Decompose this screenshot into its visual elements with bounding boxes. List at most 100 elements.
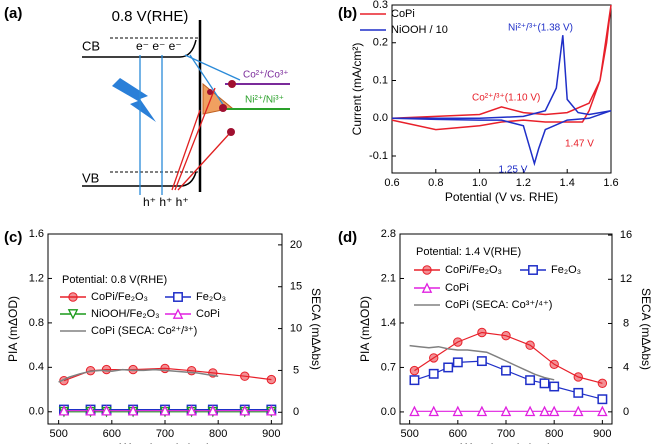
- marker: [409, 365, 420, 376]
- y-tick-label: 0.2: [373, 37, 388, 49]
- y2-tick-label: 4: [623, 362, 629, 374]
- x-tick-label: 700: [497, 428, 515, 440]
- marker: [422, 265, 432, 275]
- x-tick-label: 1.0: [472, 177, 487, 189]
- y2-tick-label: 16: [620, 229, 632, 241]
- series-line: [391, 35, 612, 167]
- x-axis-title: Wavelength (nm): [120, 441, 211, 444]
- y2-tick-label: 10: [290, 322, 302, 334]
- hole-arrows: [171, 87, 231, 191]
- marker: [428, 368, 439, 379]
- marker: [172, 308, 184, 319]
- co-couple: Co²⁺/Co³⁺: [243, 70, 289, 81]
- y2-tick-label: 8: [623, 317, 629, 329]
- marker: [409, 375, 420, 386]
- y2-tick-label: 15: [290, 281, 302, 293]
- y-tick-label: 0.8: [29, 317, 44, 329]
- y-axis-title: Current (mA/cm²): [350, 43, 364, 136]
- annotation: Co²⁺/³⁺(1.10 V): [472, 93, 540, 104]
- marker: [525, 340, 535, 350]
- y2-axis-title: SECA (mΔAbs): [639, 288, 653, 370]
- y-axis-title: PIA (mΔOD): [358, 296, 372, 362]
- marker: [266, 405, 277, 416]
- y-tick-label: 0.0: [29, 406, 44, 418]
- legend-label: CoPi: [391, 8, 415, 20]
- recombination-marks: [207, 80, 236, 136]
- legend-label: CoPi/Fe₂O₃: [91, 291, 148, 303]
- marker: [409, 405, 420, 417]
- panel-label: (b): [338, 5, 357, 22]
- legend-label: CoPi/Fe₂O₃: [445, 264, 502, 276]
- y-tick-label: 0.4: [29, 361, 44, 373]
- marker: [476, 356, 487, 367]
- x-tick-label: 800: [545, 428, 563, 440]
- marker: [101, 405, 112, 416]
- marker: [525, 375, 536, 386]
- annotation: Ni²⁺/³⁺(1.38 V): [508, 23, 573, 34]
- marker: [524, 405, 536, 417]
- x-tick-label: 0.6: [384, 177, 399, 189]
- cb-band: [82, 39, 197, 58]
- electrons: e⁻ e⁻ e⁻: [136, 39, 182, 53]
- y2-tick-label: 20: [290, 239, 302, 251]
- cb-label: CB: [82, 38, 100, 53]
- y-tick-label: 1.4: [381, 317, 396, 329]
- series-line: [58, 368, 219, 383]
- x-tick-label: 1.4: [560, 177, 575, 189]
- x-tick-label: 500: [49, 428, 67, 440]
- marker: [68, 292, 78, 302]
- y-tick-label: 0.1: [373, 74, 388, 86]
- y-tick-label: -0.1: [369, 150, 388, 162]
- y-tick-label: 0.7: [381, 361, 396, 373]
- marker: [159, 405, 171, 416]
- y-axis-title: PIA (mΔOD): [6, 296, 20, 362]
- marker: [501, 365, 511, 376]
- ni-couple: Ni²⁺/Ni³⁺: [245, 95, 284, 106]
- x-tick-label: 900: [262, 428, 280, 440]
- marker: [539, 378, 550, 389]
- marker: [573, 387, 584, 398]
- marker: [573, 372, 583, 382]
- marker: [500, 405, 512, 417]
- panel-label: (c): [4, 229, 22, 246]
- x-axis-title: Potential (V vs. RHE): [445, 190, 558, 204]
- marker: [573, 405, 584, 417]
- vb-label: VB: [82, 170, 99, 185]
- x-axis-title: Wavelength (nm): [461, 441, 552, 444]
- electron-arrows: [139, 54, 241, 195]
- potential-label: 0.8 V(RHE): [112, 8, 189, 25]
- legend-label: CoPi: [196, 308, 220, 320]
- y-tick-label: 1.6: [29, 228, 44, 240]
- x-tick-label: 900: [593, 428, 611, 440]
- holes: h⁺ h⁺ h⁺: [143, 195, 189, 209]
- y2-tick-label: 0: [623, 406, 629, 418]
- annotation: Potential: 1.4 V(RHE): [416, 246, 521, 258]
- marker: [443, 362, 454, 373]
- x-tick-label: 800: [209, 428, 227, 440]
- legend-label: NiOOH / 10: [391, 24, 448, 36]
- marker: [477, 327, 487, 338]
- marker: [549, 359, 559, 369]
- marker: [186, 365, 197, 376]
- y2-axis-title: SECA (mΔAbs): [309, 288, 323, 370]
- y-tick-label: 2.1: [381, 272, 396, 284]
- x-tick-label: 0.8: [428, 177, 443, 189]
- y-tick-label: 0.0: [373, 112, 388, 124]
- panel-label: (d): [338, 229, 357, 246]
- marker: [239, 405, 251, 416]
- x-tick-label: 500: [400, 428, 418, 440]
- y-tick-label: 2.8: [381, 228, 396, 240]
- marker: [428, 405, 439, 417]
- diagram: 0.8 V(RHE) CB VB e⁻ e⁻ e⁻ h⁺ h⁺ h⁺ Co²⁺/…: [82, 8, 290, 209]
- legend-label: NiOOH/Fe₂O₃: [91, 308, 160, 320]
- marker: [186, 405, 197, 416]
- marker: [266, 374, 277, 385]
- marker: [58, 405, 70, 416]
- marker: [173, 292, 183, 302]
- panel-label: (a): [4, 5, 22, 22]
- marker: [597, 378, 608, 389]
- light-icon: [112, 78, 156, 122]
- marker: [452, 405, 464, 417]
- marker: [429, 353, 439, 363]
- y-tick-label: 1.2: [29, 272, 44, 284]
